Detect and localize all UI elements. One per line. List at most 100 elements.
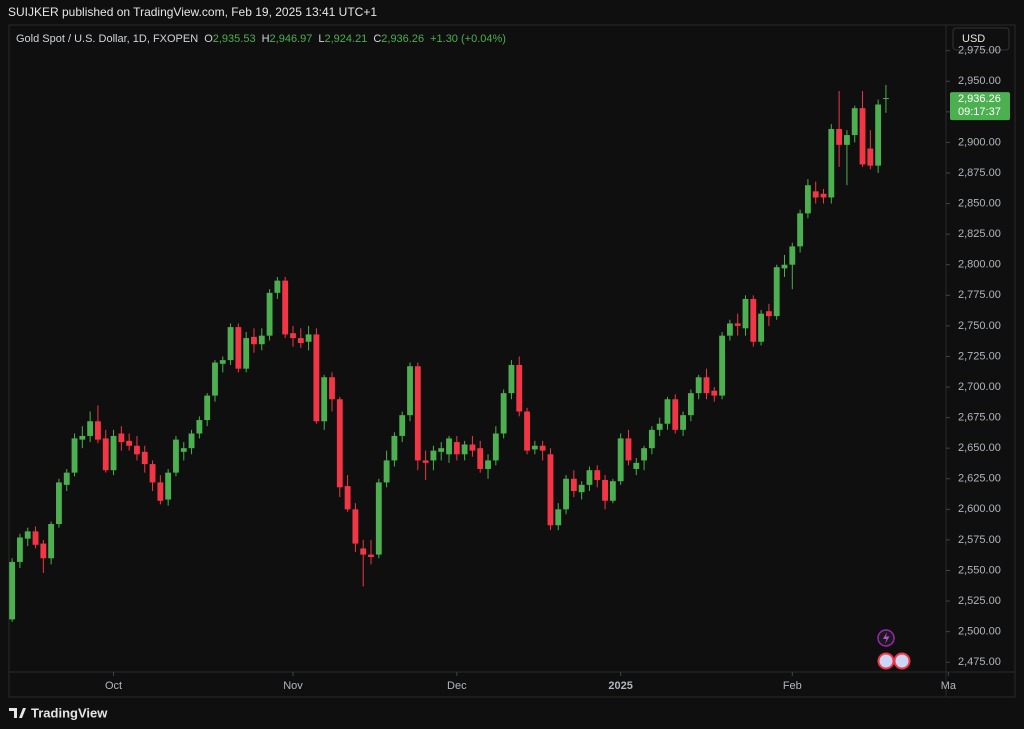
y-tick-label: 2,775.00 [958,289,1001,301]
candle-body [641,448,647,461]
candle-body [414,366,421,461]
candle-body [750,298,757,342]
candle-body [477,448,484,469]
candle-body [157,482,164,501]
x-tick-label: Dec [447,680,467,692]
footer-brand: TradingView [31,705,108,720]
y-tick-label: 2,650.00 [958,442,1001,454]
candle-body [469,444,476,451]
candle-body [399,415,406,436]
candle-body [711,390,718,396]
candle-body [836,128,843,145]
x-tick-label: Feb [783,680,802,692]
y-tick-label: 2,675.00 [958,412,1001,424]
y-tick-label: 2,900.00 [958,136,1001,148]
legend: Gold Spot / U.S. Dollar, 1D, FXOPEN O 2,9… [16,33,506,45]
ohlc-value: 2,935.53 [213,33,256,45]
candle-body [703,377,710,394]
candle-body [758,313,765,342]
candle-body [219,360,226,364]
price-box [950,92,1010,121]
candle-body [227,327,234,361]
ohlc-key: L [318,33,324,45]
x-tick-label: 2025 [608,680,632,692]
x-tick-label: Ma [941,680,957,692]
candle-body [672,399,679,430]
candle-body [781,264,788,269]
candle-body [243,338,250,369]
candle-body [48,524,55,559]
ohlc-key: O [204,33,213,45]
candle-body [609,481,616,501]
candle-body [726,323,733,336]
candle-body [407,366,413,416]
y-tick-label: 2,500.00 [958,626,1001,638]
ohlc-key: H [262,33,270,45]
ohlc-key: C [373,33,381,45]
candle-body [867,148,874,166]
candle-body [126,440,133,446]
candle-body [617,438,624,482]
candle-body [134,445,140,455]
candle-body [633,462,640,469]
candle-body [422,460,429,463]
candle-body [297,338,304,343]
candle-body [875,104,882,166]
candle-body [719,335,726,396]
y-tick-label: 2,550.00 [958,564,1001,576]
candle-body [329,377,335,400]
symbol: Gold Spot / U.S. Dollar, 1D, FXOPEN [16,33,198,45]
candle-body [563,478,569,510]
candle-body [173,439,179,473]
y-tick-label: 2,600.00 [958,503,1001,515]
ohlc-value: 2,924.21 [324,33,367,45]
candle-body [812,191,819,198]
event-icon[interactable] [893,652,911,670]
y-tick-label: 2,875.00 [958,167,1001,179]
candle-body [664,399,671,424]
candle-body [360,548,367,555]
candle-body [539,445,546,451]
candle-body [266,292,273,336]
candle-body [141,451,148,465]
candle-body [804,185,811,214]
countdown: 09:17:37 [958,106,1001,118]
candle-body [773,267,780,317]
candle-body [594,470,601,480]
candle-body [87,421,94,436]
candle-body [695,377,702,394]
candle-body [500,393,507,434]
candle-body [438,448,445,452]
candle-body [648,429,655,449]
candle-body [102,438,109,471]
candle-body [149,464,156,483]
y-tick-label: 2,575.00 [958,534,1001,546]
candle-body [9,561,16,620]
y-tick-label: 2,975.00 [958,45,1001,57]
currency[interactable]: USD [962,33,985,45]
candle-body [32,531,39,545]
candle-body [516,365,523,412]
candle-body [828,128,835,198]
candle-body [352,509,359,544]
candle-body [204,395,211,421]
candle-body [453,442,460,455]
candle-body [656,423,663,430]
candle-body [180,448,187,452]
candle-body [789,246,796,265]
event-icon[interactable] [877,652,895,670]
candle-body [602,479,608,501]
candle-body [625,438,632,461]
candle-body [555,509,562,526]
candle-body [820,193,827,198]
candle-body [492,433,499,461]
candle-body [235,327,242,369]
candle-body [196,420,203,434]
candle-body [430,450,437,461]
footer-logo: TradingView [9,705,108,720]
x-tick-label: Oct [105,680,122,692]
price-label: 2,936.26 [958,93,1001,105]
event-icons [877,629,911,670]
currency-button[interactable] [952,27,1010,51]
